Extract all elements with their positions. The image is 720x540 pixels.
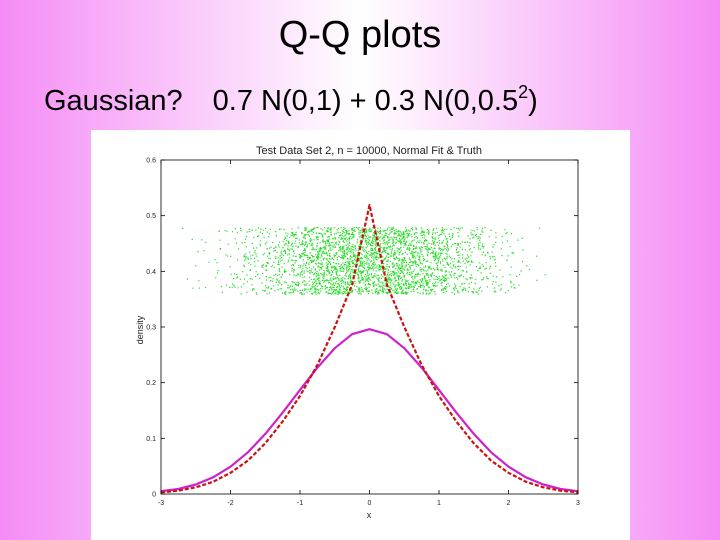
x-tick-label: 2 bbox=[507, 500, 511, 507]
y-tick-label: 0.3 bbox=[146, 325, 156, 332]
scatter-points bbox=[182, 226, 546, 295]
x-tick-label: -3 bbox=[158, 500, 164, 507]
chart-title: Test Data Set 2, n = 10000, Normal Fit &… bbox=[256, 145, 482, 157]
density-chart: Test Data Set 2, n = 10000, Normal Fit &… bbox=[135, 145, 580, 520]
normal-fit-line bbox=[160, 328, 579, 493]
x-tick-label: 1 bbox=[437, 500, 441, 507]
x-tick-label: 3 bbox=[576, 500, 580, 507]
x-axis-label: x bbox=[367, 510, 372, 520]
subtitle-close-paren: ) bbox=[528, 85, 538, 117]
x-tick-label: -2 bbox=[227, 500, 233, 507]
y-tick-label: 0 bbox=[152, 492, 156, 499]
y-tick-label: 0.4 bbox=[146, 269, 156, 276]
truth-density-line bbox=[160, 204, 579, 494]
x-tick-label: -1 bbox=[297, 500, 303, 507]
subtitle-question: Gaussian? bbox=[44, 85, 183, 117]
y-tick-label: 0.1 bbox=[146, 436, 156, 443]
line-layer bbox=[160, 204, 579, 494]
slide-subtitle: Gaussian? 0.7 N(0,1) + 0.3 N(0,0.52) bbox=[44, 82, 538, 118]
scatter-layer bbox=[182, 226, 546, 295]
axes-layer: -3 -2 -1 0 1 2 3 0 0.1 0.2 0.3 0.4 0.5 0.6 bbox=[146, 158, 580, 508]
y-tick-label: 0.5 bbox=[146, 213, 156, 220]
y-axis-label: density bbox=[135, 315, 145, 344]
y-tick-label: 0.6 bbox=[146, 158, 156, 165]
y-tick-label: 0.2 bbox=[146, 380, 156, 387]
x-tick-label: 0 bbox=[368, 500, 372, 507]
subtitle-exponent: 2 bbox=[518, 82, 529, 102]
chart-figure: Test Data Set 2, n = 10000, Normal Fit &… bbox=[91, 130, 630, 540]
slide-title: Q-Q plots bbox=[278, 14, 442, 56]
subtitle-expression: 0.7 N(0,1) + 0.3 N(0,0.5 bbox=[212, 85, 519, 117]
